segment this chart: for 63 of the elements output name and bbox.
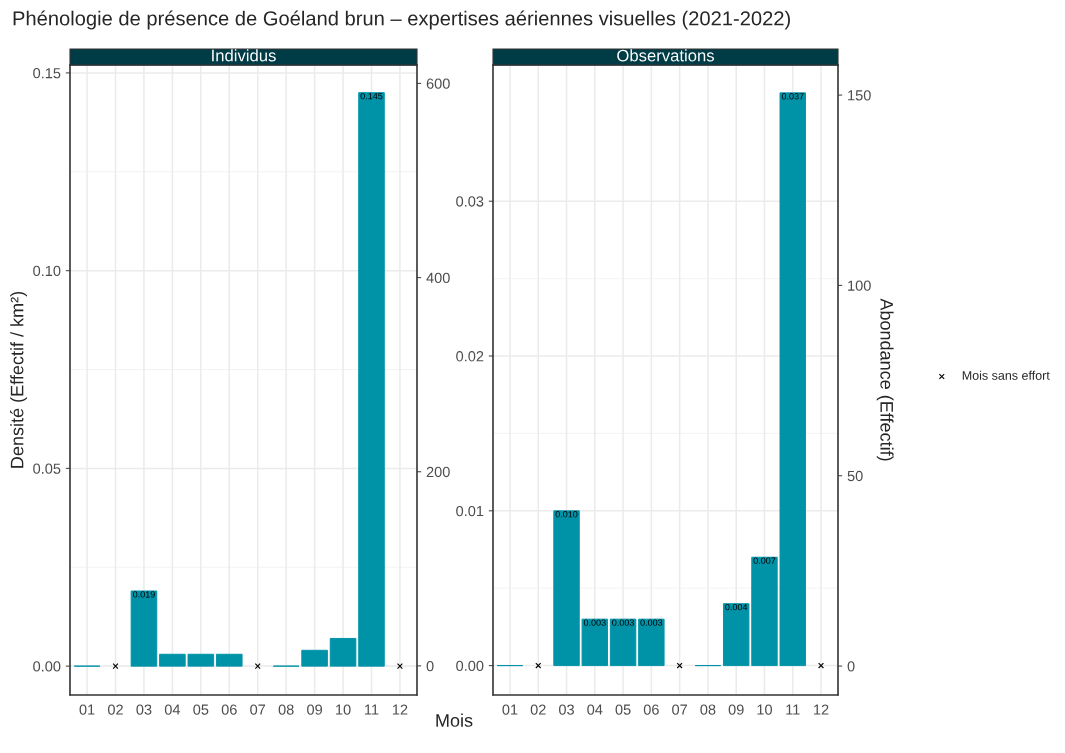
x-tick-label: 04 (164, 704, 181, 715)
y2-tick-label: 0 (426, 660, 434, 672)
x-tick-label: 03 (558, 704, 574, 715)
bar (638, 618, 665, 667)
y2-tick-label: 50 (847, 470, 863, 482)
x-tick-label: 08 (700, 704, 716, 715)
y2-tick-label: 0 (847, 661, 855, 672)
y2-tick-label: 100 (848, 280, 871, 291)
y2-tick-label: 150 (848, 90, 871, 101)
data-label: 0.145 (360, 92, 383, 100)
y-tick-label: 0.01 (456, 505, 484, 517)
bar (301, 649, 328, 667)
x-tick-label: 05 (615, 704, 631, 715)
bar (329, 637, 357, 667)
x-tick-label: 06 (643, 704, 659, 715)
x-tick-label: 08 (278, 704, 294, 715)
data-label: 0.019 (133, 591, 155, 598)
y-tick-label: 0.02 (456, 351, 484, 362)
x-tick-label: 06 (221, 704, 237, 715)
y-tick-label: 0.10 (33, 265, 61, 277)
y-tick-label: 0.00 (33, 661, 61, 672)
x-tick-label: 02 (107, 704, 123, 715)
bar (358, 92, 385, 667)
y-tick-label: 0.15 (33, 68, 61, 79)
data-label: 0.003 (612, 619, 634, 626)
data-label: 0.004 (725, 603, 748, 611)
x-tick-label: 10 (757, 704, 773, 715)
data-label: 0.037 (781, 93, 804, 100)
chart-subtitle: Individus (212, 49, 276, 62)
y2-tick-label: 200 (426, 466, 450, 478)
y2-tick-label: 600 (426, 78, 450, 89)
data-label: 0.003 (640, 619, 663, 626)
y-tick-label: 0.00 (456, 660, 484, 672)
y2-tick-label: 400 (426, 272, 450, 284)
data-label: 0.010 (555, 511, 578, 518)
data-label: 0.003 (583, 619, 606, 626)
x-tick-label: 12 (814, 704, 829, 715)
x-tick-label: 07 (250, 704, 266, 715)
chart-subtitle: Observations (617, 49, 714, 62)
x-tick-label: 01 (79, 704, 95, 715)
x-axis-title: Mois (436, 713, 473, 727)
x-tick-label: 07 (672, 704, 688, 715)
data-label: 0.007 (753, 557, 776, 564)
y2-axis-title: Abondance (Effectif) (876, 298, 894, 461)
legend-label: Mois sans effort (962, 370, 1050, 380)
x-tick-label: 11 (365, 704, 379, 715)
x-tick-label: 02 (530, 704, 546, 715)
y-axis-title: Densité (Effectif / km²) (9, 291, 28, 468)
x-tick-label: 09 (728, 704, 744, 715)
x-tick-label: 04 (587, 704, 603, 715)
x-tick-label: 05 (193, 704, 209, 715)
x-tick-label: 01 (502, 704, 518, 715)
chart-title: Phénologie de présence de Goéland brun – expertises aériennes visuelles (2021-2022) (13, 10, 790, 30)
y-tick-label: 0.03 (456, 196, 484, 207)
bar (609, 618, 637, 667)
x-tick-label: 09 (307, 704, 323, 715)
x-tick-label: 11 (786, 704, 800, 715)
x-tick-label: 10 (336, 704, 351, 715)
bar (130, 590, 158, 667)
x-tick-label: 03 (136, 704, 152, 715)
x-tick-label: 12 (392, 704, 408, 715)
bar (215, 653, 243, 667)
y-tick-label: 0.05 (33, 463, 61, 474)
